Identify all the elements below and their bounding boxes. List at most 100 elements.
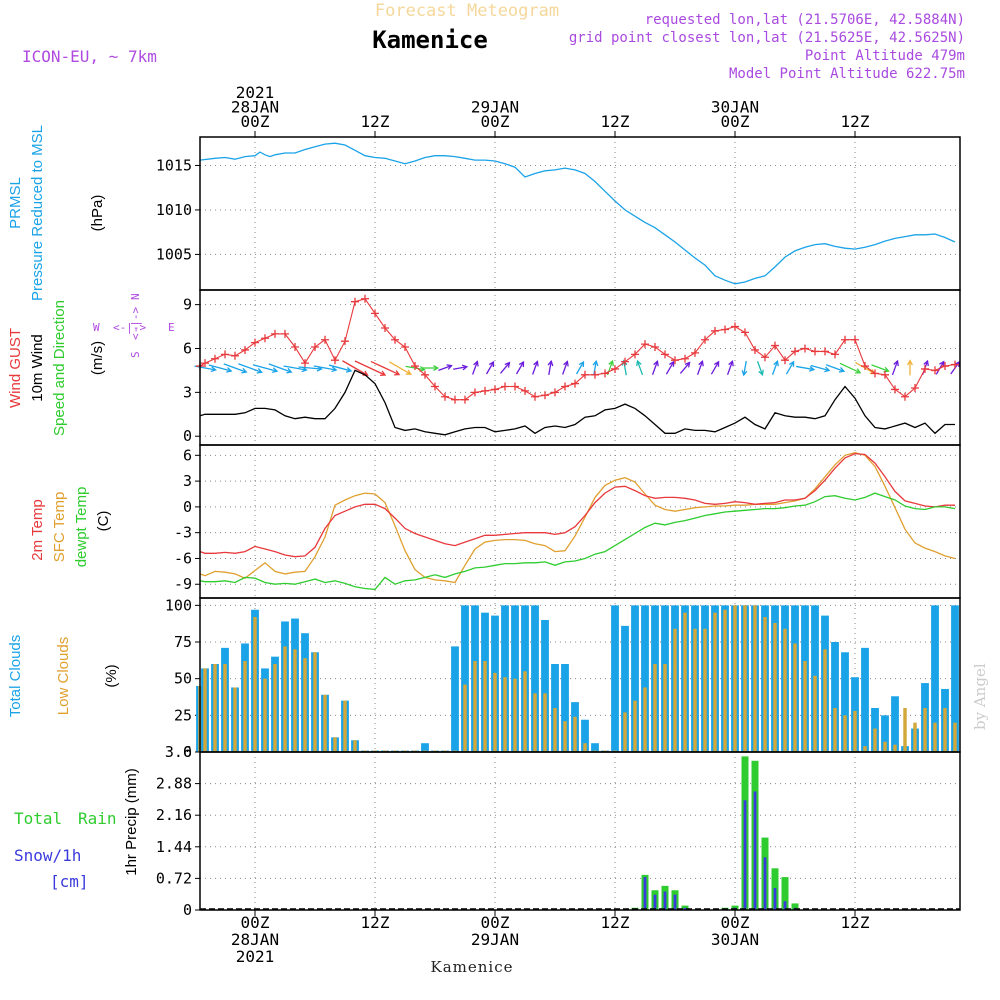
wind-arrow-head (446, 364, 453, 370)
wind-arrow (891, 360, 899, 376)
gust-marker (591, 370, 599, 379)
bottom-time-label: 28JAN (231, 930, 279, 949)
bottom-time-label: 00Z (241, 913, 270, 932)
y-tick-label: 100 (165, 596, 192, 614)
panel-label-sfc: SFC Temp (51, 492, 68, 563)
panel-label-low-clouds: Low Clouds (55, 637, 72, 715)
credit-watermark: by Angel (971, 663, 989, 730)
low-cloud-bar (663, 664, 667, 752)
low-cloud-bar (713, 612, 717, 752)
y-tick-label: -9 (174, 575, 192, 593)
wind-arrow-head (608, 359, 614, 367)
gust-marker (321, 335, 329, 344)
panel-label-direction: Speed and Direction (51, 300, 68, 436)
chart-title: Kamenice (372, 26, 488, 54)
wind-arrow (651, 361, 659, 375)
gust-marker (821, 347, 829, 356)
wind-arrow (388, 361, 412, 375)
wind-arrow-head (653, 360, 659, 367)
gust-marker (911, 383, 919, 392)
low-cloud-bar (823, 649, 827, 752)
low-cloud-bar (503, 677, 507, 752)
low-cloud-bar (463, 684, 467, 752)
point-altitude: Point Altitude 479m (805, 48, 965, 64)
low-cloud-bar (293, 649, 297, 752)
low-cloud-bar (933, 722, 937, 752)
y-tick-label: 1.44 (156, 838, 192, 856)
bottom-time-label: 12Z (601, 913, 630, 932)
compass-vertical: <-|-> (129, 307, 142, 340)
panel-label-snow-unit: [cm] (50, 872, 89, 891)
panel-label-t2m: 2m Temp (29, 499, 46, 560)
bottom-time-label: 00Z (721, 913, 750, 932)
low-cloud-bar (623, 712, 627, 752)
panel-unit: 1hr Precip (mm) (123, 768, 140, 876)
gust-marker (201, 359, 209, 368)
pressure-line (199, 142, 956, 285)
panel-frame (199, 751, 961, 911)
snow-precip-bar (783, 901, 787, 910)
wind-arrow-head (331, 366, 338, 373)
gust-marker (831, 350, 839, 359)
wind-arrow (194, 365, 216, 371)
gust-marker (281, 329, 289, 338)
total-cloud-bar (831, 642, 839, 752)
y-tick-label: 6 (183, 446, 192, 464)
gust-marker (441, 392, 449, 401)
top-time-label: 00Z (481, 112, 510, 131)
low-cloud-bar (783, 628, 787, 752)
wind-arrow (208, 364, 232, 372)
wind-arrow (810, 364, 830, 372)
compass-e: E (168, 321, 175, 334)
low-cloud-bar (283, 646, 287, 752)
wind-arrow-head (405, 369, 412, 375)
y-tick-label: 50 (174, 670, 192, 688)
panel-label-prmsl: PRMSL (7, 177, 24, 229)
gust-marker (881, 370, 889, 379)
gust-marker (631, 350, 639, 359)
total-cloud-bar (591, 743, 599, 752)
low-cloud-bar (883, 741, 887, 752)
gust-marker (841, 335, 849, 344)
total-cloud-bar (881, 715, 889, 752)
low-cloud-bar (563, 721, 567, 752)
gust-marker (671, 356, 679, 365)
low-cloud-bar (643, 687, 647, 752)
wind-arrow-head (380, 370, 387, 376)
gust-marker (271, 329, 279, 338)
gust-marker (651, 343, 659, 352)
y-tick-label: 3 (183, 472, 192, 490)
wind-arrow (785, 361, 795, 375)
low-cloud-bar (793, 643, 797, 752)
low-cloud-bar (323, 694, 327, 752)
snow-precip-bar (663, 891, 667, 910)
low-cloud-bar (893, 744, 897, 752)
wind-arrow-head (226, 367, 233, 373)
wind-arrow (825, 364, 845, 372)
low-cloud-bar (223, 664, 227, 752)
wind-arrow-head (547, 359, 554, 367)
wind-arrow-head (939, 360, 945, 367)
low-cloud-bar (333, 737, 337, 752)
gust-marker (901, 392, 909, 401)
gust-marker (861, 362, 869, 371)
low-cloud-bar (943, 708, 947, 752)
y-tick-label: 0.72 (156, 869, 192, 887)
y-tick-label: 0 (183, 427, 192, 445)
gust-marker (871, 369, 879, 378)
wind-arrow-head (518, 360, 525, 368)
low-cloud-bar (683, 612, 687, 752)
gust-marker (451, 395, 459, 404)
gust-marker (211, 354, 219, 363)
total-cloud-bar (611, 605, 619, 752)
wind-arrow-head (728, 360, 734, 367)
model-altitude: Model Point Altitude 622.75m (729, 66, 965, 82)
panel-label-rain: Rain (78, 809, 117, 828)
wind-arrow-head (954, 360, 960, 368)
low-cloud-bar (913, 722, 917, 752)
gust-marker (551, 388, 559, 397)
wind-arrow (223, 363, 247, 373)
gust-marker (301, 359, 309, 368)
top-time-label: 00Z (721, 112, 750, 131)
gust-marker (691, 348, 699, 357)
